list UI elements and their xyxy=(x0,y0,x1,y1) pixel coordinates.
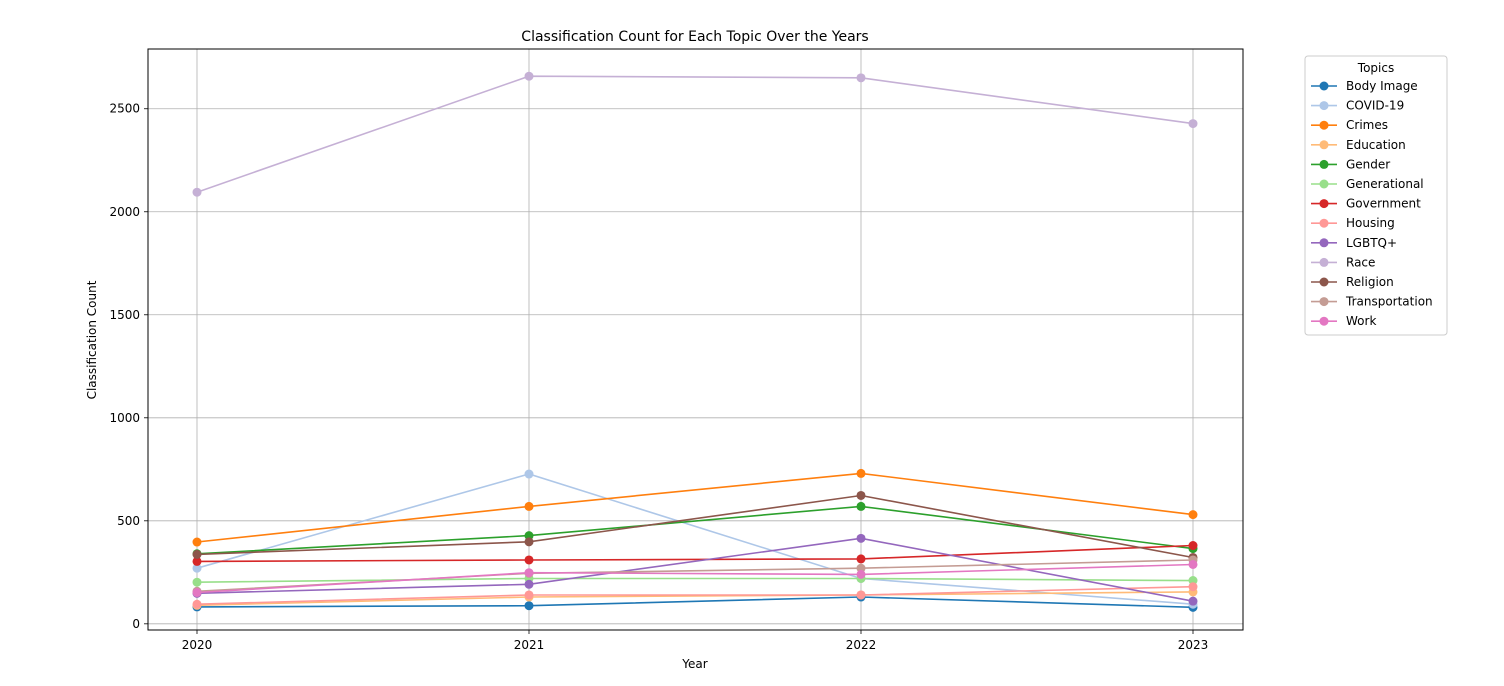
data-point-religion xyxy=(524,537,534,547)
legend-label-education: Education xyxy=(1346,138,1406,152)
series-line-education xyxy=(196,591,1194,607)
legend-box xyxy=(1304,55,1448,336)
data-point-religion xyxy=(192,549,202,559)
x-tick-label: 2022 xyxy=(846,638,877,652)
data-point-crimes xyxy=(524,501,534,511)
legend-label-covid-19: COVID-19 xyxy=(1346,99,1404,113)
data-point-gender xyxy=(524,531,534,541)
data-point-work xyxy=(856,569,866,579)
legend-label-work: Work xyxy=(1346,314,1376,328)
x-tick-label: 2020 xyxy=(182,638,213,652)
legend-label-religion: Religion xyxy=(1346,275,1394,289)
data-point-housing xyxy=(524,590,534,600)
chart-title: Classification Count for Each Topic Over… xyxy=(521,29,868,45)
legend-label-race: Race xyxy=(1346,255,1375,269)
y-tick-label: 500 xyxy=(117,514,140,528)
data-point-lgbtq xyxy=(524,579,534,589)
data-point-housing xyxy=(192,599,202,609)
data-point-government xyxy=(192,556,202,566)
data-point-religion xyxy=(856,490,866,500)
data-point-housing xyxy=(856,590,866,600)
legend-marker-body-image xyxy=(1319,81,1329,91)
data-point-work xyxy=(524,568,534,578)
legend-label-government: Government xyxy=(1346,197,1421,211)
legend-marker-gender xyxy=(1319,159,1329,169)
y-tick-label: 2000 xyxy=(109,205,140,219)
series-line-gender xyxy=(196,505,1194,555)
series-group xyxy=(192,71,1198,612)
plot-area-border xyxy=(147,48,1244,631)
series-line-race xyxy=(196,75,1194,193)
plot-frame xyxy=(147,48,1244,631)
x-tick-label: 2023 xyxy=(1178,638,1209,652)
y-tick-label: 1500 xyxy=(109,308,140,322)
data-point-crimes xyxy=(1188,510,1198,520)
data-point-race xyxy=(524,71,534,81)
series-line-transportation xyxy=(196,559,1194,593)
data-point-generational xyxy=(192,577,202,587)
data-point-work xyxy=(192,588,202,598)
data-point-race xyxy=(856,73,866,83)
legend-marker-crimes xyxy=(1319,120,1329,130)
y-tick-label: 1000 xyxy=(109,411,140,425)
data-point-lgbtq xyxy=(856,533,866,543)
legend-marker-education xyxy=(1319,140,1329,150)
legend-marker-housing xyxy=(1319,218,1329,228)
legend-label-generational: Generational xyxy=(1346,177,1424,191)
series-line-religion xyxy=(196,494,1194,559)
data-point-transportation xyxy=(856,563,866,573)
x-axis-label: Year xyxy=(681,657,707,671)
legend-marker-lgbtq xyxy=(1319,238,1329,248)
grid-lines xyxy=(148,49,1243,630)
y-tick-label: 2500 xyxy=(109,102,140,116)
axes: 2020 2021 2022 2023 0 500 1000 1500 2000 2500 xyxy=(109,102,1208,652)
legend-marker-religion xyxy=(1319,277,1329,287)
data-point-government xyxy=(856,554,866,564)
data-point-covid-19 xyxy=(524,469,534,479)
data-point-body-image xyxy=(524,601,534,611)
legend-marker-generational xyxy=(1319,179,1329,189)
y-axis-label: Classification Count xyxy=(85,280,99,399)
data-point-gender xyxy=(856,501,866,511)
data-point-race xyxy=(192,187,202,197)
legend-label-transportation: Transportation xyxy=(1345,295,1433,309)
series-line-body-image xyxy=(196,596,1194,609)
data-point-covid-19 xyxy=(192,563,202,573)
legend-label-gender: Gender xyxy=(1346,157,1390,171)
y-tick-label: 0 xyxy=(132,617,140,631)
data-point-generational xyxy=(1188,576,1198,586)
legend-marker-race xyxy=(1319,257,1329,267)
series-line-crimes xyxy=(196,472,1194,543)
legend-label-crimes: Crimes xyxy=(1346,118,1388,132)
series-line-government xyxy=(196,544,1194,563)
data-point-lgbtq xyxy=(1188,596,1198,606)
data-point-race xyxy=(1188,119,1198,129)
data-point-government xyxy=(1188,541,1198,551)
data-point-crimes xyxy=(192,537,202,547)
series-line-generational xyxy=(196,577,1194,583)
series-line-work xyxy=(196,563,1194,594)
data-point-housing xyxy=(1188,582,1198,592)
x-tick-label: 2021 xyxy=(514,638,545,652)
data-point-work xyxy=(1188,559,1198,569)
legend-marker-work xyxy=(1319,316,1329,326)
legend-title: Topics xyxy=(1357,61,1394,75)
legend: Topics Body Image COVID-19 Crimes Education… xyxy=(1304,55,1448,336)
legend-marker-transportation xyxy=(1319,297,1329,307)
series-line-housing xyxy=(196,585,1194,605)
legend-marker-government xyxy=(1319,199,1329,209)
legend-label-lgbtq: LGBTQ+ xyxy=(1346,236,1397,250)
data-point-government xyxy=(524,555,534,565)
data-point-crimes xyxy=(856,468,866,478)
legend-label-body-image: Body Image xyxy=(1346,79,1418,93)
series-line-covid-19 xyxy=(196,473,1194,605)
legend-marker-covid-19 xyxy=(1319,101,1329,111)
legend-label-housing: Housing xyxy=(1346,216,1395,230)
